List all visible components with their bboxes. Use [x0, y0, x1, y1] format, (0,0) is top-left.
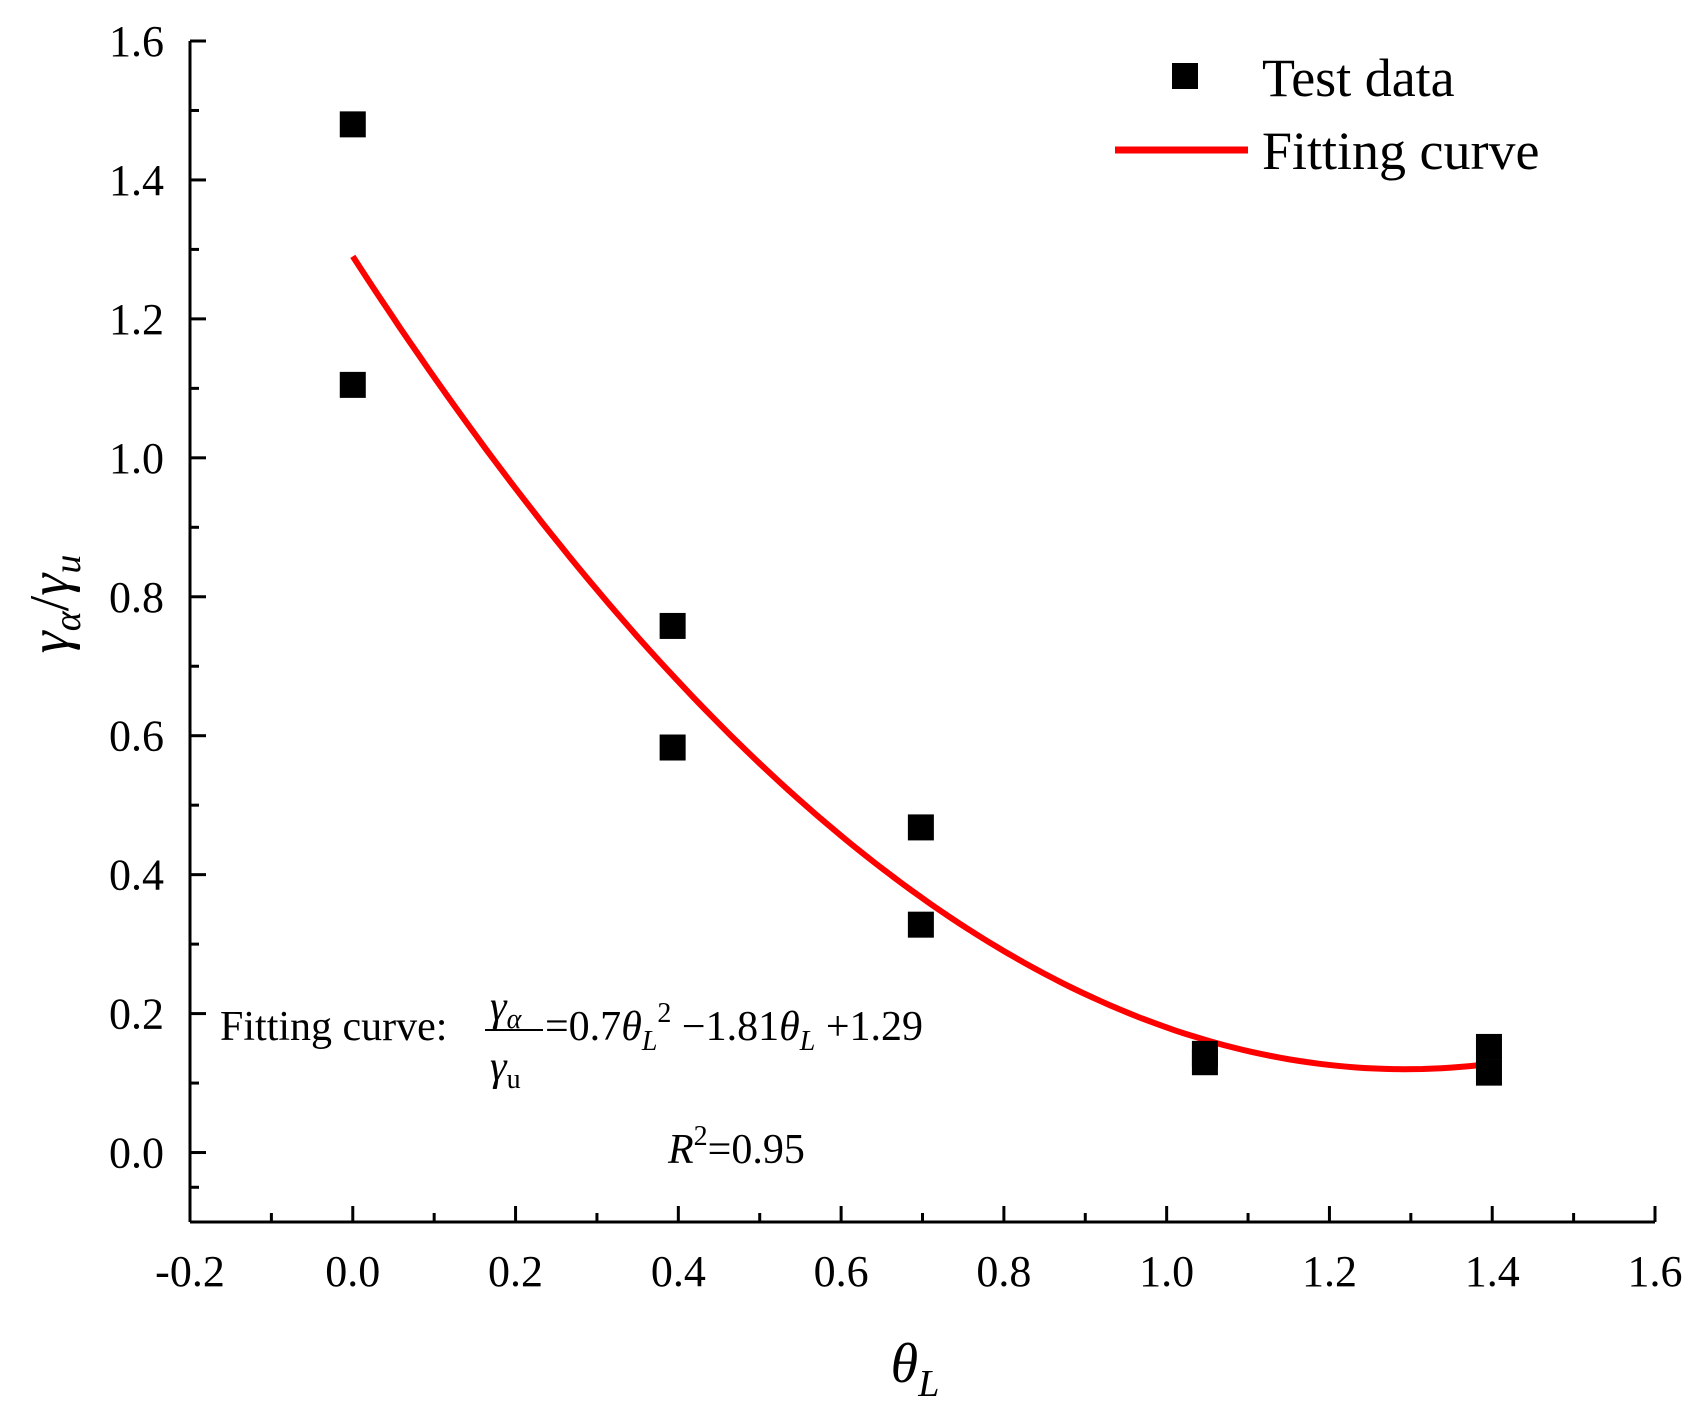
y-axis-title-den-sub: u	[47, 555, 89, 574]
test-data-point	[339, 111, 366, 138]
x-tick-label: 1.0	[1139, 1247, 1194, 1296]
fit-equation: Fitting curve: γα γu =0.7θL2 −1.81θL +1.…	[220, 984, 923, 1095]
x-tick-label: 0.4	[651, 1247, 706, 1296]
test-data-point	[339, 371, 366, 398]
x-tick-label: -0.2	[155, 1247, 225, 1296]
y-tick-label: 0.8	[109, 573, 164, 622]
fit-equation-body: =0.7θL2 −1.81θL +1.29	[545, 998, 923, 1057]
test-data-point	[1475, 1033, 1502, 1060]
test-data-point	[907, 814, 934, 841]
fit-equation-fraction-numerator: γα	[490, 984, 523, 1035]
x-tick-label: 0.6	[814, 1247, 869, 1296]
x-tick-label: 1.6	[1628, 1247, 1683, 1296]
legend: Test data Fitting curve	[1115, 48, 1539, 181]
legend-marker-test-data	[1172, 63, 1198, 89]
test-data-point	[659, 612, 686, 639]
y-tick-label: 1.2	[109, 295, 164, 344]
y-tick-label: 0.2	[109, 990, 164, 1039]
y-axis-title-num-sub: α	[47, 610, 89, 631]
y-tick-label: 0.4	[109, 851, 164, 900]
x-axis-title-sub: L	[917, 1363, 939, 1405]
y-tick-label: 1.4	[109, 156, 164, 205]
y-tick-label: 0.6	[109, 712, 164, 761]
y-axis-title: γα/γu	[19, 555, 89, 654]
test-data-point	[659, 734, 686, 761]
y-axis-ticks: 0.0 0.2 0.4 0.6 0.8 1.0 1.2 1.4 1.6	[109, 17, 206, 1189]
x-tick-label: 0.0	[325, 1247, 380, 1296]
test-data-point	[907, 911, 934, 938]
y-tick-label: 0.0	[109, 1129, 164, 1178]
test-data-point	[1475, 1059, 1502, 1086]
fit-equation-prefix: Fitting curve:	[220, 1004, 447, 1050]
fit-equation-fraction-denominator: γu	[490, 1044, 521, 1095]
legend-label-fitting-curve: Fitting curve	[1262, 121, 1539, 181]
plot-marks	[339, 111, 1502, 1086]
fitting-curve-line	[350, 254, 1490, 1073]
x-axis-title: θL	[891, 1333, 940, 1405]
x-tick-label: 0.2	[488, 1247, 543, 1296]
test-data-point	[1191, 1049, 1218, 1076]
legend-label-test-data: Test data	[1262, 48, 1455, 108]
y-tick-label: 1.6	[109, 17, 164, 66]
x-axis-ticks: -0.2 0.0 0.2 0.4 0.6 0.8 1.0 1.2 1.4 1.6	[155, 1206, 1683, 1296]
r-squared-annotation: R2=0.95	[667, 1121, 805, 1173]
x-tick-label: 0.8	[976, 1247, 1031, 1296]
x-tick-label: 1.2	[1302, 1247, 1357, 1296]
x-tick-label: 1.4	[1465, 1247, 1520, 1296]
y-tick-label: 1.0	[109, 434, 164, 483]
